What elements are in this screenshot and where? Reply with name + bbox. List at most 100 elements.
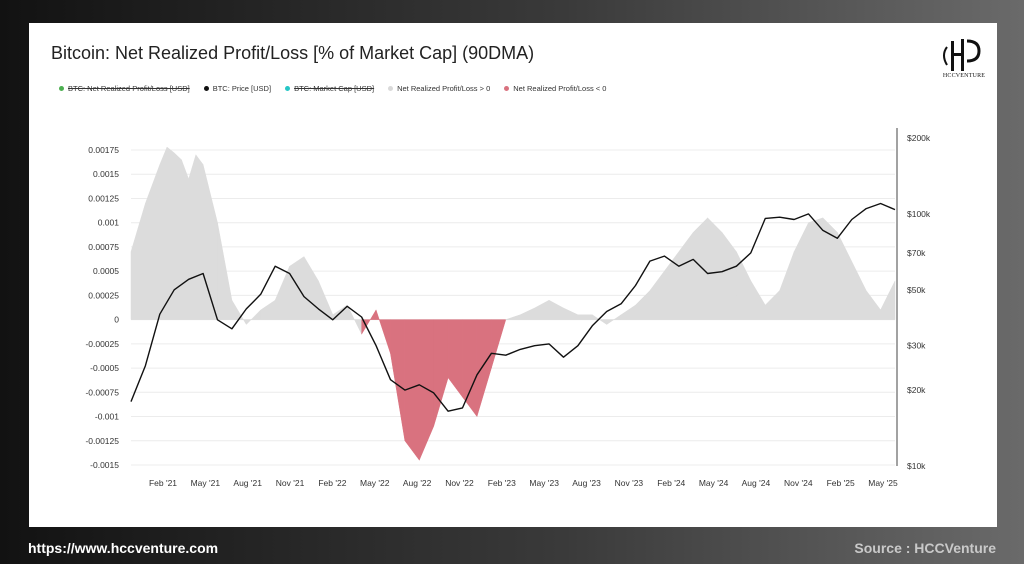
y-left-tick-label: -0.0005: [90, 363, 119, 373]
legend-swatch: [388, 86, 394, 91]
area-segment: [390, 319, 406, 441]
y-right-tick-label: $200k: [907, 133, 931, 143]
x-tick-label: May '22: [360, 478, 390, 488]
area-segment: [173, 152, 182, 320]
area-segment: [274, 266, 290, 320]
x-tick-label: Aug '22: [403, 478, 432, 488]
y-left-tick-label: 0.0015: [93, 169, 119, 179]
x-tick-label: Aug '23: [572, 478, 601, 488]
legend-swatch: [504, 86, 510, 91]
x-tick-label: May '21: [191, 478, 221, 488]
area-segment: [736, 251, 752, 320]
x-tick-label: Feb '23: [488, 478, 516, 488]
area-segment: [303, 255, 319, 320]
area-segment: [606, 314, 622, 325]
area-segment: [678, 231, 694, 320]
x-tick-label: May '23: [529, 478, 559, 488]
area-segment: [750, 279, 766, 320]
area-segment: [476, 319, 492, 417]
legend-label: Net Realized Profit/Loss < 0: [513, 84, 607, 93]
y-left-tick-label: 0.00025: [88, 290, 119, 300]
legend-item[interactable]: BTC: Net Realized Profit/Loss [USD]: [59, 84, 190, 93]
logo-mark-icon: [943, 39, 981, 71]
axes: 0.00175 0.0015 0.00125 0.001 0.00075 0.0005 0.…: [85, 128, 931, 488]
y-left-tick-label: 0.0005: [93, 266, 119, 276]
area-series: [130, 146, 896, 461]
y-left-tick-label: -0.00075: [85, 387, 119, 397]
grid-lines: [131, 149, 895, 466]
area-segment: [375, 309, 391, 354]
area-segment: [519, 307, 535, 320]
legend-item[interactable]: BTC: Price [USD]: [203, 84, 271, 93]
y-left-tick-label: 0.00125: [88, 193, 119, 203]
x-tick-label: May '25: [868, 478, 898, 488]
footer-url-link[interactable]: https://www.hccventure.com: [28, 540, 219, 556]
legend-item[interactable]: Net Realized Profit/Loss < 0: [504, 84, 606, 93]
y-left-tick-label: 0.00175: [88, 145, 119, 155]
legend-label: BTC: Market Cap [USD]: [294, 84, 375, 93]
y-left-tick-label: 0: [114, 315, 119, 325]
area-segment: [563, 307, 579, 320]
area-segment: [447, 319, 463, 398]
area-segment: [419, 319, 434, 461]
area-segment: [779, 251, 795, 320]
x-tick-label: Nov '23: [615, 478, 644, 488]
y-left-tick-label: -0.00125: [85, 436, 119, 446]
area-segment: [195, 154, 204, 320]
area-segment: [837, 232, 853, 320]
area-segment: [548, 299, 564, 320]
x-tick-label: Nov '21: [276, 478, 305, 488]
area-segment: [793, 222, 809, 320]
legend-label: Net Realized Profit/Loss > 0: [397, 84, 491, 93]
area-segment: [130, 203, 146, 320]
x-tick-label: Aug '21: [233, 478, 262, 488]
area-segment: [260, 299, 276, 320]
area-segment: [433, 319, 449, 427]
area-segment: [181, 159, 189, 320]
price-series: [130, 202, 896, 412]
x-tick-label: Feb '21: [149, 478, 177, 488]
legend-swatch: [59, 86, 64, 91]
area-segment: [808, 217, 824, 320]
logo-text: HCCVENTURE: [942, 73, 986, 79]
y-right-tick-label: $100k: [907, 209, 931, 219]
area-segment: [649, 270, 665, 320]
area-segment: [145, 164, 161, 320]
area-segment: [707, 217, 723, 320]
area-segment: [577, 314, 593, 320]
area-segment: [851, 261, 867, 320]
x-tick-label: Feb '25: [827, 478, 855, 488]
x-tick-label: Feb '22: [318, 478, 346, 488]
legend-swatch: [285, 86, 291, 91]
legend-item[interactable]: Net Realized Profit/Loss > 0: [388, 84, 490, 93]
area-segment: [188, 154, 197, 320]
legend-item[interactable]: BTC: Market Cap [USD]: [285, 84, 374, 93]
x-tick-label: Feb '24: [657, 478, 685, 488]
x-tick-label: Aug '24: [742, 478, 771, 488]
area-segment: [166, 146, 175, 320]
x-tick-label: May '24: [699, 478, 729, 488]
y-right-tick-label: $20k: [907, 385, 926, 395]
chart-title: Bitcoin: Net Realized Profit/Loss [% of …: [51, 43, 535, 63]
y-right-tick-label: $10k: [907, 461, 926, 471]
price-line: [130, 202, 896, 412]
y-right-tick-label: $30k: [907, 341, 926, 351]
area-segment: [822, 217, 838, 320]
area-segment: [159, 146, 168, 320]
y-left-tick-label: -0.001: [95, 412, 119, 422]
area-segment: [721, 231, 737, 320]
area-segment: [246, 309, 261, 326]
y-left-tick-label: -0.00025: [85, 339, 119, 349]
area-segment: [289, 256, 305, 320]
y-right-tick-label: $70k: [907, 248, 926, 258]
x-tick-label: Nov '22: [445, 478, 474, 488]
legend-label: BTC: Net Realized Profit/Loss [USD]: [68, 84, 190, 93]
area-segment: [346, 304, 362, 335]
legend-swatch: [203, 86, 209, 91]
y-left-tick-label: 0.001: [98, 218, 120, 228]
chart-plot: 0.00175 0.0015 0.00125 0.001 0.00075 0.0005 0.…: [85, 128, 931, 488]
area-segment: [534, 299, 550, 320]
y-left-tick-label: -0.0015: [90, 460, 119, 470]
brand-logo: HCCVENTURE: [937, 37, 991, 83]
chart-card: Bitcoin: Net Realized Profit/Loss [% of …: [29, 23, 997, 527]
